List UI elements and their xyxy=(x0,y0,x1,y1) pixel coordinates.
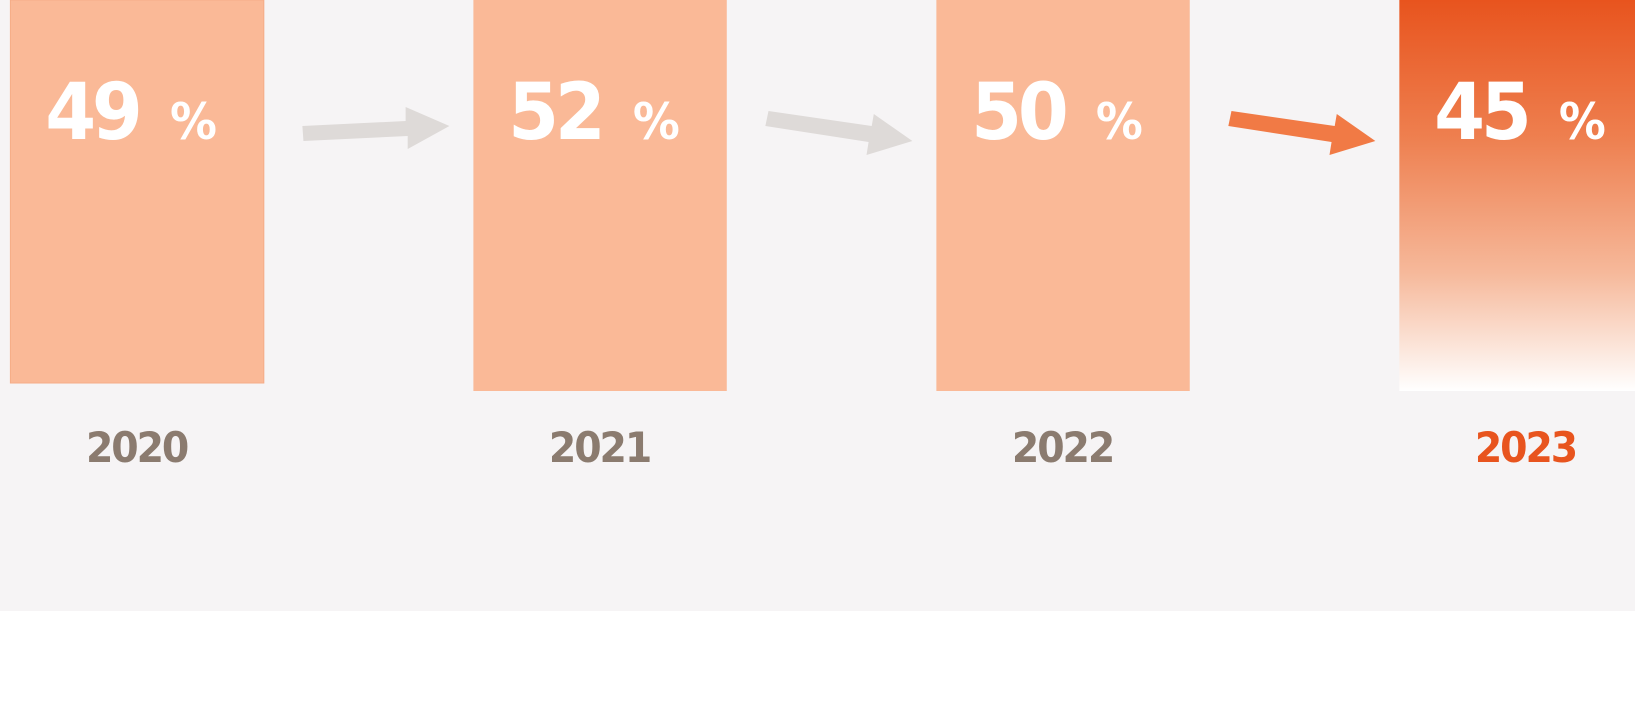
value: 50 xyxy=(971,67,1066,158)
unit: % xyxy=(633,94,680,152)
arrow xyxy=(302,107,450,149)
background xyxy=(0,0,1635,611)
labels: 49 % 2020 52 % 2021 50 % 2022 45 % 2023 xyxy=(45,67,1606,473)
arrow xyxy=(765,111,913,155)
value: 52 xyxy=(508,67,601,158)
value: 49 xyxy=(45,67,139,158)
unit: % xyxy=(1559,94,1606,152)
unit: % xyxy=(170,94,217,152)
arrow-highlight xyxy=(1228,111,1376,155)
bar xyxy=(9,0,265,384)
year: 2022 xyxy=(1012,424,1113,473)
bar xyxy=(473,0,727,391)
bar-highlight xyxy=(1399,0,1635,391)
unit: % xyxy=(1096,94,1143,152)
value: 45 xyxy=(1434,67,1527,158)
year: 2023 xyxy=(1475,424,1576,473)
year: 2020 xyxy=(86,424,187,473)
year: 2021 xyxy=(549,424,650,473)
bar xyxy=(936,0,1190,391)
